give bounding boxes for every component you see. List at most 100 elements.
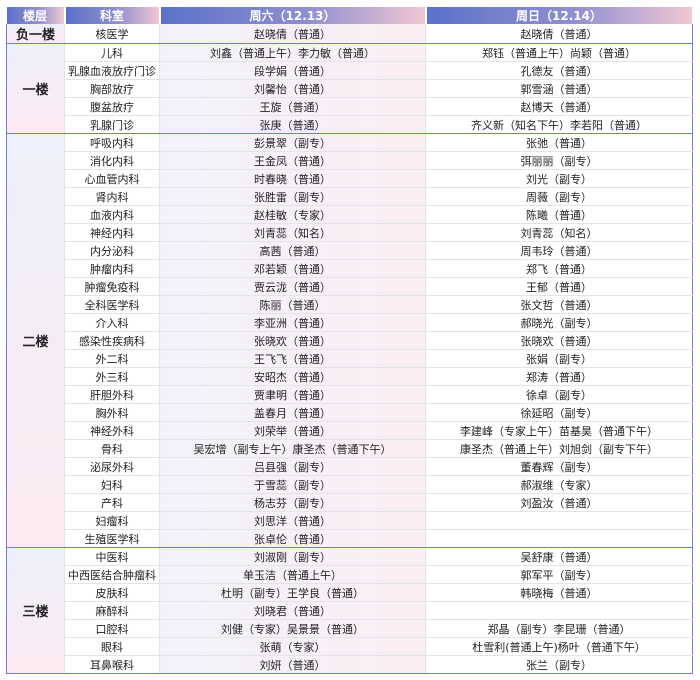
department-cell: 介入科 [64,313,160,332]
sunday-cell: 徐卓（副专） [425,385,693,404]
saturday-cell: 安昭杰（普通） [159,367,426,386]
department-cell: 妇科 [64,475,160,494]
sunday-cell: 张文哲（普通） [425,295,693,314]
table-header-row: 楼层 科室 周六（12.13） 周日（12.14） [6,7,694,24]
sunday-cell: 刘光（副专） [425,169,693,188]
sunday-cell: 周韦玲（普通） [425,241,693,260]
department-cell: 中西医结合肿瘤科 [64,565,160,584]
floor-cell: 负一楼 [6,24,65,44]
table-row: 口腔科 刘健（专家）吴景景（普通） 郑晶（副专）李昆珊（普通） [7,619,693,638]
department-cell: 感染性疾病科 [64,331,160,350]
sunday-cell: 刘盈汝（普通） [425,493,693,512]
department-cell: 麻醉科 [64,601,160,620]
department-cell: 乳腺门诊 [64,115,160,134]
table-row: 肾内科 张胜雷（副专） 周薇（副专） [7,187,693,206]
department-cell: 血液内科 [64,205,160,224]
department-cell: 泌尿外科 [64,457,160,476]
table-row: 耳鼻喉科 刘妍（普通） 张兰（副专） [7,655,693,674]
saturday-cell: 李亚洲（普通） [159,313,426,332]
saturday-cell: 陈丽（普通） [159,295,426,314]
saturday-cell: 张胜雷（副专） [159,187,426,206]
department-cell: 皮肤科 [64,583,160,602]
sunday-cell: 康圣杰（普通上午）刘旭剑（副专下午） [425,439,693,458]
sunday-cell [425,529,693,548]
sunday-cell: 李建峰（专家上午）苗基昊（普通下午） [425,421,693,440]
table-body: 负一楼 核医学 赵晓倩（普通） 赵晓倩（普通） 一楼 儿科 刘鑫（普通上午）李力敏（普通）郑… [6,24,693,674]
saturday-cell: 贾聿明（普通） [159,385,426,404]
sunday-cell: 张娟（副专） [425,349,693,368]
table-row: 感染性疾病科 张晓欢（普通） 张晓欢（普通） [7,331,693,350]
saturday-cell: 刘思洋（普通） [159,511,426,530]
sunday-cell: 吴舒康（普通） [425,547,693,566]
department-cell: 眼科 [64,637,160,656]
saturday-cell: 盖春月（普通） [159,403,426,422]
table-row: 肿瘤免疫科 贾云泷（普通） 王郁（普通） [7,277,693,296]
saturday-cell: 于雪蕊（副专） [159,475,426,494]
sunday-cell: 陈曦（普通） [425,205,693,224]
table-row: 乳腺血液放疗门诊 段学娟（普通） 孔德友（普通） [7,61,693,80]
saturday-cell: 刘晓君（普通） [159,601,426,620]
saturday-cell: 段学娟（普通） [159,61,426,80]
department-cell: 儿科 [64,43,160,62]
table-row: 眼科 张萌（专家） 杜雪利(普通上午)杨叶（普通下午） [7,637,693,656]
saturday-cell: 张萌（专家） [159,637,426,656]
sunday-cell: 刘青蕊（知名） [425,223,693,242]
table-row: 生殖医学科 张卓伦（普通） [7,529,693,548]
saturday-cell: 吴宏增（副专上午）康圣杰（普通下午） [159,439,426,458]
table-row: 妇瘤科 刘思洋（普通） [7,511,693,530]
table-row: 负一楼 核医学 赵晓倩（普通） 赵晓倩（普通） [6,24,693,44]
saturday-cell: 赵桂敏（专家） [159,205,426,224]
saturday-cell: 张卓伦（普通） [159,529,426,548]
saturday-cell: 贾云泷（普通） [159,277,426,296]
table-row: 皮肤科 杜明（副专）王学良（普通） 韩晓梅（普通） [7,583,693,602]
table-row: 乳腺门诊 张庚（普通） 齐义新（知名下午）李若阳（普通） [7,115,693,134]
department-cell: 全科医学科 [64,295,160,314]
table-row: 肝胆外科 贾聿明（普通） 徐卓（副专） [7,385,693,404]
table-row: 骨科 吴宏增（副专上午）康圣杰（普通下午） 康圣杰（普通上午）刘旭剑（副专下午） [7,439,693,458]
table-row: 产科 杨志芬（副专） 刘盈汝（普通） [7,493,693,512]
floor-cell: 一楼 [6,43,65,134]
department-cell: 生殖医学科 [64,529,160,548]
department-cell: 外二科 [64,349,160,368]
table-row: 外三科 安昭杰（普通） 郑涛（普通） [7,367,693,386]
table-row: 外二科 王飞飞（普通） 张娟（副专） [7,349,693,368]
table-row: 妇科 于雪蕊（副专） 郝淑维（专家） [7,475,693,494]
floor-cell: 二楼 [6,133,65,548]
header-floor: 楼层 [6,7,66,24]
sunday-cell: 张弛（普通） [425,133,693,152]
department-cell: 中医科 [64,547,160,566]
saturday-cell: 单玉洁（普通上午） [159,565,426,584]
sunday-cell: 郑飞（普通） [425,259,693,278]
table-row: 心血管内科 时春晓（普通） 刘光（副专） [7,169,693,188]
saturday-cell: 刘青蕊（知名） [159,223,426,242]
table-row: 二楼 呼吸内科 彭景翠（副专） 张弛（普通） [6,133,693,548]
table-row: 一楼 儿科 刘鑫（普通上午）李力敏（普通） 郑钰（普通上午）尚颖（普通） [6,43,693,134]
table-row: 中西医结合肿瘤科 单玉洁（普通上午） 郭军平（副专） [7,565,693,584]
sunday-cell: 郑涛（普通） [425,367,693,386]
sunday-cell: 韩晓梅（普通） [425,583,693,602]
sunday-cell [425,601,693,620]
table-row: 泌尿外科 吕县强（副专） 董春辉（副专） [7,457,693,476]
sunday-cell: 徐延昭（副专） [425,403,693,422]
saturday-cell: 时春晓（普通） [159,169,426,188]
sunday-cell: 张兰（副专） [425,655,693,674]
saturday-cell: 王飞飞（普通） [159,349,426,368]
department-cell: 内分泌科 [64,241,160,260]
saturday-cell: 王旋（普通） [159,97,426,116]
saturday-cell: 张庚（普通） [159,115,426,134]
sunday-cell: 孔德友（普通） [425,61,693,80]
department-cell: 产科 [64,493,160,512]
saturday-cell: 彭景翠（副专） [159,133,426,152]
department-cell: 胸部放疗 [64,79,160,98]
department-cell: 神经外科 [64,421,160,440]
saturday-cell: 赵晓倩（普通） [159,24,426,44]
sunday-cell [425,511,693,530]
sunday-cell: 郝晓光（副专） [425,313,693,332]
department-cell: 呼吸内科 [64,133,160,152]
header-saturday: 周六（12.13） [159,7,427,24]
department-cell: 消化内科 [64,151,160,170]
saturday-cell: 张晓欢（普通） [159,331,426,350]
table-row: 麻醉科 刘晓君（普通） [7,601,693,620]
department-cell: 核医学 [64,24,160,44]
table-row: 胸外科 盖春月（普通） 徐延昭（副专） [7,403,693,422]
